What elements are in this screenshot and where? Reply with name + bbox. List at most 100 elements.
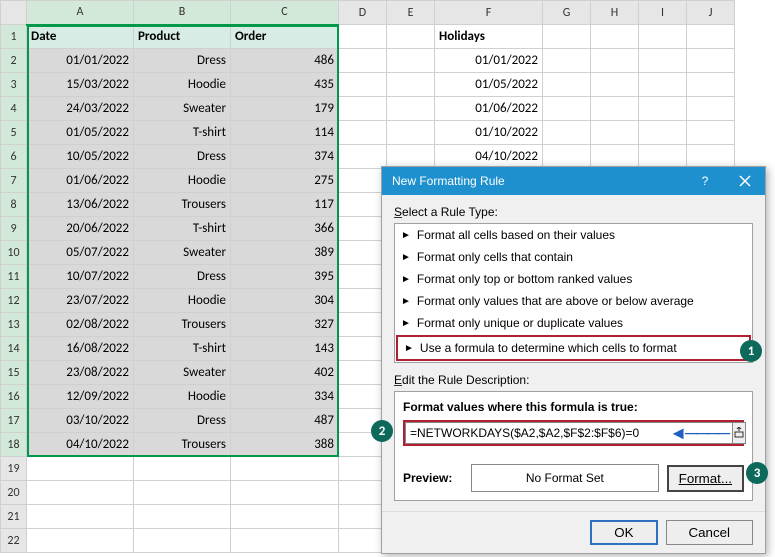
cell[interactable]: Sweater [134, 97, 231, 121]
cell[interactable]: Order [231, 25, 339, 49]
row-header[interactable]: 10 [1, 241, 27, 265]
rule-item[interactable]: ►Format all cells based on their values [395, 224, 752, 246]
col-header-a[interactable]: A [27, 1, 134, 25]
cell[interactable] [339, 121, 387, 145]
cell[interactable]: Holidays [435, 25, 543, 49]
row-header[interactable]: 17 [1, 409, 27, 433]
cell[interactable] [639, 121, 687, 145]
cell[interactable]: 01/05/2022 [435, 73, 543, 97]
col-header-d[interactable]: D [339, 1, 387, 25]
row-header[interactable]: 16 [1, 385, 27, 409]
rule-item[interactable]: ►Format only top or bottom ranked values [395, 268, 752, 290]
cell[interactable] [387, 121, 435, 145]
cell[interactable] [339, 25, 387, 49]
cell[interactable] [27, 481, 134, 505]
cell[interactable] [543, 121, 591, 145]
cell[interactable] [134, 481, 231, 505]
cell[interactable]: 01/01/2022 [27, 49, 134, 73]
rule-item[interactable]: ►Format only values that are above or be… [395, 290, 752, 312]
cell[interactable]: 366 [231, 217, 339, 241]
row-header[interactable]: 22 [1, 529, 27, 553]
cell[interactable] [591, 97, 639, 121]
cell[interactable]: Hoodie [134, 73, 231, 97]
select-all-corner[interactable] [1, 1, 27, 25]
cell[interactable] [231, 481, 339, 505]
cell[interactable]: 04/10/2022 [27, 433, 134, 457]
cell[interactable] [339, 217, 387, 241]
cell[interactable]: 388 [231, 433, 339, 457]
cell[interactable]: Dress [134, 265, 231, 289]
range-selector-button[interactable] [733, 422, 746, 444]
cell[interactable] [639, 97, 687, 121]
cell[interactable]: 01/06/2022 [435, 97, 543, 121]
cell[interactable] [591, 145, 639, 169]
cell[interactable] [591, 25, 639, 49]
cell[interactable] [387, 73, 435, 97]
cell[interactable] [339, 289, 387, 313]
cell[interactable] [543, 25, 591, 49]
cell[interactable]: 117 [231, 193, 339, 217]
cancel-button[interactable]: Cancel [666, 520, 754, 545]
cell[interactable]: 435 [231, 73, 339, 97]
cell[interactable] [387, 145, 435, 169]
cell[interactable] [687, 97, 735, 121]
cell[interactable]: 01/10/2022 [435, 121, 543, 145]
cell[interactable] [339, 49, 387, 73]
cell[interactable] [339, 529, 387, 553]
cell[interactable]: 327 [231, 313, 339, 337]
col-header-j[interactable]: J [687, 1, 735, 25]
cell[interactable]: 23/08/2022 [27, 361, 134, 385]
cell[interactable] [639, 49, 687, 73]
cell[interactable] [543, 49, 591, 73]
cell[interactable]: 15/03/2022 [27, 73, 134, 97]
row-header[interactable]: 9 [1, 217, 27, 241]
cell[interactable]: 487 [231, 409, 339, 433]
cell[interactable] [543, 73, 591, 97]
cell[interactable] [591, 49, 639, 73]
row-header[interactable]: 7 [1, 169, 27, 193]
cell[interactable] [687, 121, 735, 145]
cell[interactable]: Product [134, 25, 231, 49]
cell[interactable]: 334 [231, 385, 339, 409]
row-header[interactable]: 15 [1, 361, 27, 385]
cell[interactable]: Date [27, 25, 134, 49]
cell[interactable] [339, 361, 387, 385]
cell[interactable]: 03/10/2022 [27, 409, 134, 433]
cell[interactable] [387, 97, 435, 121]
cell[interactable] [687, 73, 735, 97]
cell[interactable]: T-shirt [134, 121, 231, 145]
row-header[interactable]: 21 [1, 505, 27, 529]
row-header[interactable]: 14 [1, 337, 27, 361]
cell[interactable]: Dress [134, 409, 231, 433]
cell[interactable]: Hoodie [134, 169, 231, 193]
row-header[interactable]: 1 [1, 25, 27, 49]
cell[interactable] [339, 313, 387, 337]
cell[interactable] [231, 505, 339, 529]
cell[interactable]: 395 [231, 265, 339, 289]
cell[interactable] [543, 97, 591, 121]
col-header-g[interactable]: G [543, 1, 591, 25]
cell[interactable] [134, 505, 231, 529]
cell[interactable]: 16/08/2022 [27, 337, 134, 361]
cell[interactable]: 275 [231, 169, 339, 193]
cell[interactable]: 179 [231, 97, 339, 121]
cell[interactable] [339, 169, 387, 193]
row-header[interactable]: 4 [1, 97, 27, 121]
row-header[interactable]: 12 [1, 289, 27, 313]
cell[interactable] [339, 265, 387, 289]
cell[interactable]: 01/01/2022 [435, 49, 543, 73]
row-header[interactable]: 18 [1, 433, 27, 457]
row-header[interactable]: 20 [1, 481, 27, 505]
col-header-c[interactable]: C [231, 1, 339, 25]
format-button[interactable]: Format... [667, 465, 744, 492]
cell[interactable]: 10/05/2022 [27, 145, 134, 169]
row-header[interactable]: 19 [1, 457, 27, 481]
cell[interactable] [339, 385, 387, 409]
cell[interactable] [339, 145, 387, 169]
cell[interactable]: 04/10/2022 [435, 145, 543, 169]
row-header[interactable]: 13 [1, 313, 27, 337]
cell[interactable]: 05/07/2022 [27, 241, 134, 265]
ok-button[interactable]: OK [590, 520, 657, 545]
help-button[interactable]: ? [685, 167, 725, 195]
cell[interactable] [339, 481, 387, 505]
